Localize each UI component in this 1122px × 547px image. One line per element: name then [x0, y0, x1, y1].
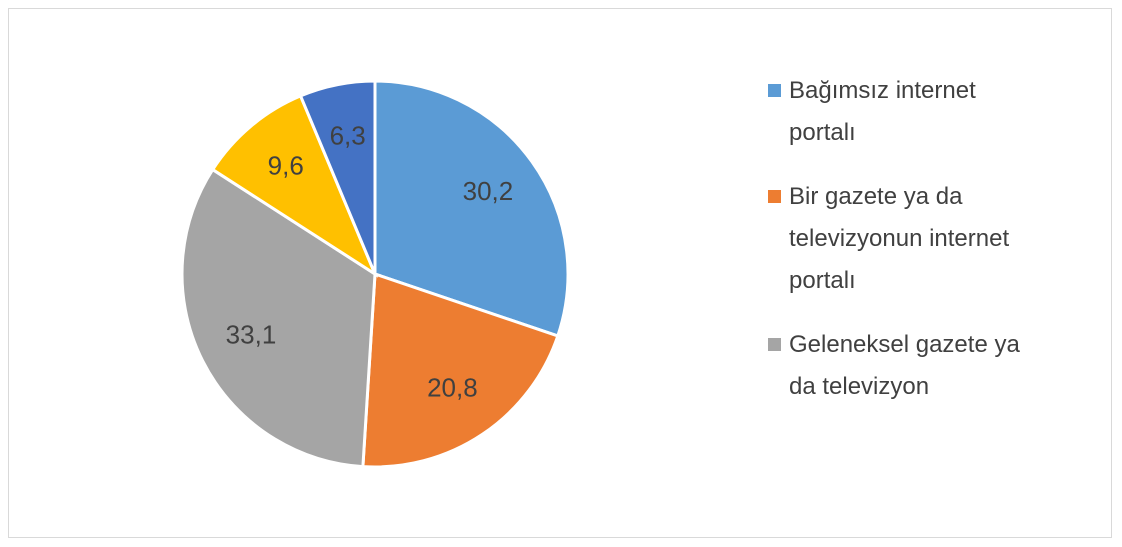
legend-entry: Bağımsız internet portalı [768, 70, 1048, 154]
pie-slice [210, 93, 379, 278]
data-label: 30,2 [463, 176, 514, 206]
legend-swatch [768, 338, 781, 351]
legend-entry: Geleneksel gazete ya da televizyon [768, 324, 1048, 408]
data-label: 9,6 [268, 150, 304, 180]
chart-frame [8, 8, 1112, 538]
legend-swatch [768, 84, 781, 97]
pie-slice [361, 271, 560, 469]
legend-label: Bir gazete ya da televizyonun internet p… [789, 183, 1010, 294]
pie-slice [298, 79, 377, 275]
legend-label: Bağımsız internet portalı [789, 77, 976, 146]
legend-entry: Bir gazete ya da televizyonun internet p… [768, 176, 1048, 302]
data-label: 6,3 [330, 121, 366, 151]
pie-slice [373, 79, 570, 338]
data-label: 20,8 [427, 372, 478, 402]
legend-label: Geleneksel gazete ya da televizyon [789, 331, 1020, 400]
legend-swatch [768, 190, 781, 203]
data-label: 33,1 [226, 320, 277, 350]
